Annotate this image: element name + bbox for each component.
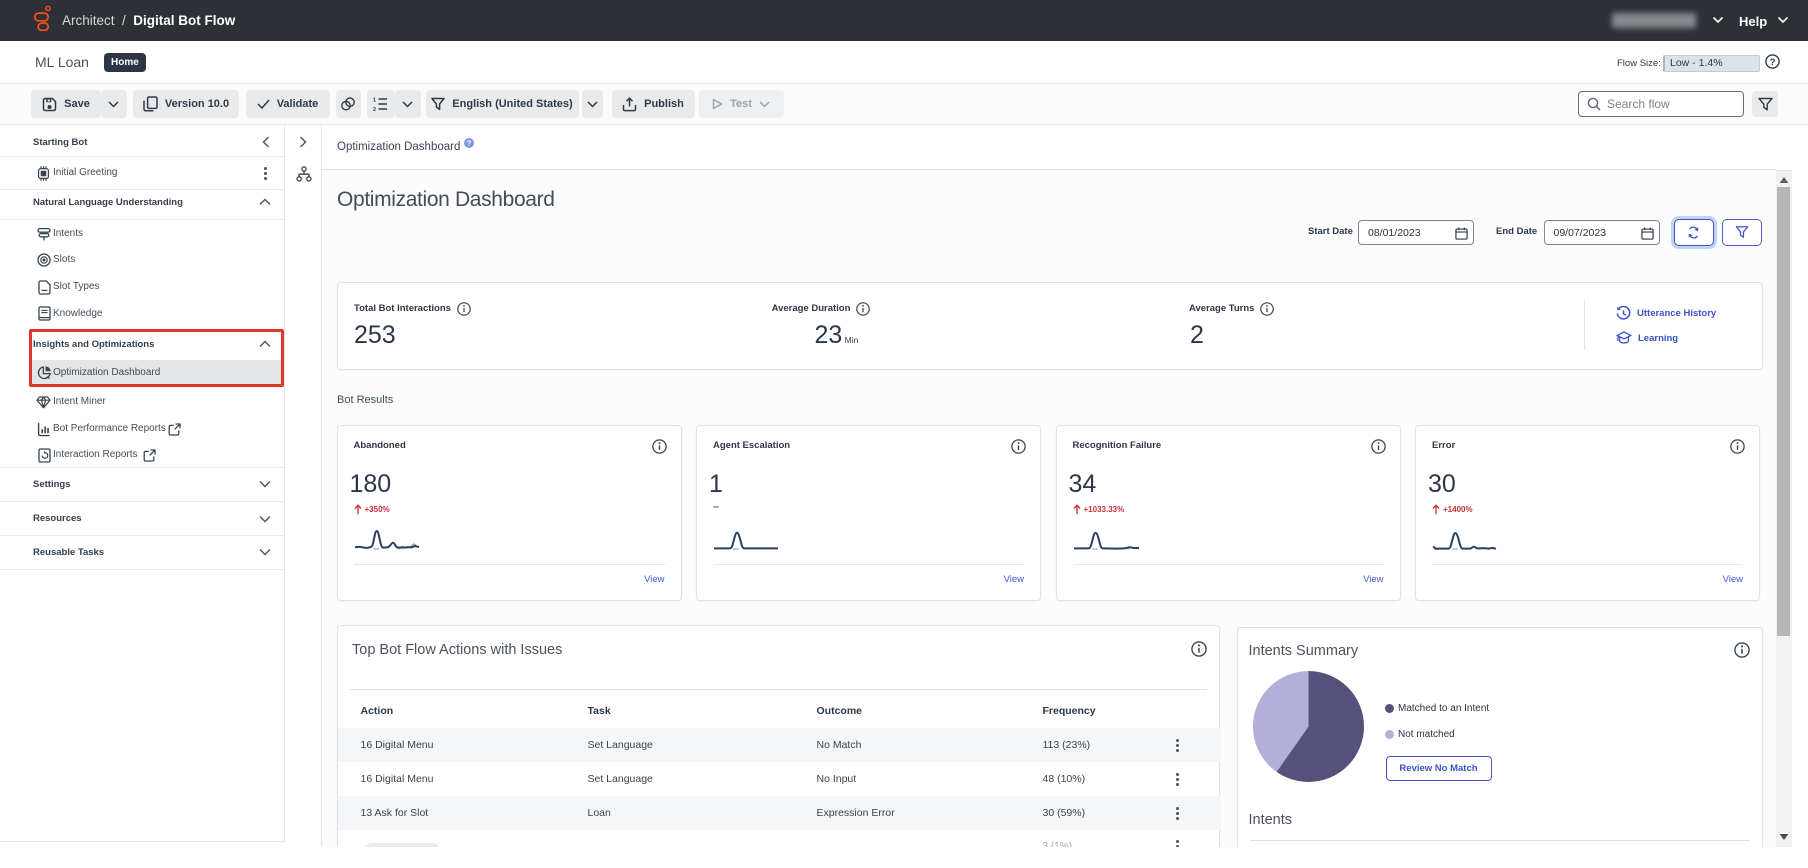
svg-text:?: ? [467, 138, 472, 147]
svg-text:2: 2 [373, 107, 376, 111]
svg-text:?: ? [1770, 57, 1776, 68]
svg-text:1: 1 [373, 98, 376, 104]
